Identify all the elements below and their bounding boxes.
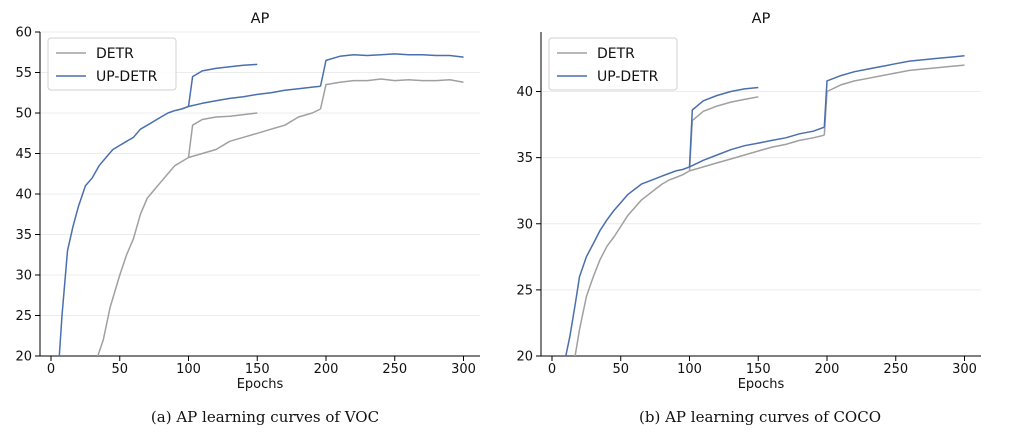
y-tick-label: 25 xyxy=(516,283,533,298)
series-line xyxy=(188,85,321,108)
series-line xyxy=(688,96,759,171)
x-tick-label: 300 xyxy=(952,362,977,377)
series-line xyxy=(689,126,825,168)
caption-voc: (a) AP learning curves of VOC xyxy=(150,408,380,426)
series-line xyxy=(187,63,258,107)
chart-voc: 20 25 30 35 40 45 50 55 60 0 50 100 150 200 250 300 AP Ep… xyxy=(15,11,480,392)
chart-title: AP xyxy=(752,11,771,27)
x-tick-label: 250 xyxy=(382,362,407,377)
x-tick-label: 0 xyxy=(548,362,556,377)
series-line xyxy=(823,55,965,128)
chart-title: AP xyxy=(251,11,270,27)
series-line xyxy=(574,170,690,356)
x-tick-label: 200 xyxy=(314,362,339,377)
y-tick-label: 50 xyxy=(15,107,32,122)
series-detr xyxy=(97,78,464,356)
series-up-detr xyxy=(58,53,464,356)
x-tick-label: 200 xyxy=(815,362,840,377)
legend-box xyxy=(548,37,678,91)
legend-label: DETR xyxy=(597,46,635,62)
y-tick-label: 20 xyxy=(516,350,533,365)
series-line xyxy=(823,64,965,136)
y-tick-label: 35 xyxy=(15,228,32,243)
y-tick-label: 30 xyxy=(15,269,32,284)
y-tick-label: 60 xyxy=(15,26,32,41)
series-line xyxy=(97,156,189,356)
x-tick-label: 150 xyxy=(245,362,270,377)
series-line xyxy=(689,134,825,172)
series-line xyxy=(187,112,258,158)
legend: DETR UP-DETR xyxy=(47,37,177,91)
x-tick-label: 100 xyxy=(176,362,201,377)
y-tick-label: 55 xyxy=(15,66,32,81)
series-up-detr xyxy=(565,55,965,356)
x-axis-label: Epochs xyxy=(237,377,284,392)
y-tick-label: 35 xyxy=(516,151,533,166)
caption-coco: (b) AP learning curves of COCO xyxy=(639,408,881,426)
x-tick-label: 300 xyxy=(451,362,476,377)
series-line xyxy=(319,53,464,87)
y-tick-label: 40 xyxy=(516,85,533,100)
y-tick-label: 40 xyxy=(15,188,32,203)
y-tick-label: 25 xyxy=(15,309,32,324)
series-line xyxy=(319,78,464,110)
series-detr xyxy=(574,64,965,356)
series-line xyxy=(688,86,759,167)
y-tick-label: 20 xyxy=(15,350,32,365)
legend-label: DETR xyxy=(96,46,134,62)
x-tick-label: 0 xyxy=(47,362,55,377)
legend-label: UP-DETR xyxy=(597,69,659,85)
x-tick-label: 150 xyxy=(746,362,771,377)
x-tick-label: 50 xyxy=(612,362,629,377)
series-line xyxy=(188,108,321,159)
chart-coco: 20 25 30 35 40 0 50 100 150 200 250 300 AP Epochs DETR… xyxy=(516,11,981,392)
legend: DETR UP-DETR xyxy=(548,37,678,91)
x-tick-label: 250 xyxy=(883,362,908,377)
x-axis-label: Epochs xyxy=(738,377,785,392)
legend-box xyxy=(47,37,177,91)
series-line xyxy=(58,105,189,356)
x-tick-label: 100 xyxy=(677,362,702,377)
legend-label: UP-DETR xyxy=(96,69,158,85)
y-tick-label: 45 xyxy=(15,147,32,162)
y-tick-label: 30 xyxy=(516,217,533,232)
series-line xyxy=(565,166,690,356)
x-tick-label: 50 xyxy=(111,362,128,377)
